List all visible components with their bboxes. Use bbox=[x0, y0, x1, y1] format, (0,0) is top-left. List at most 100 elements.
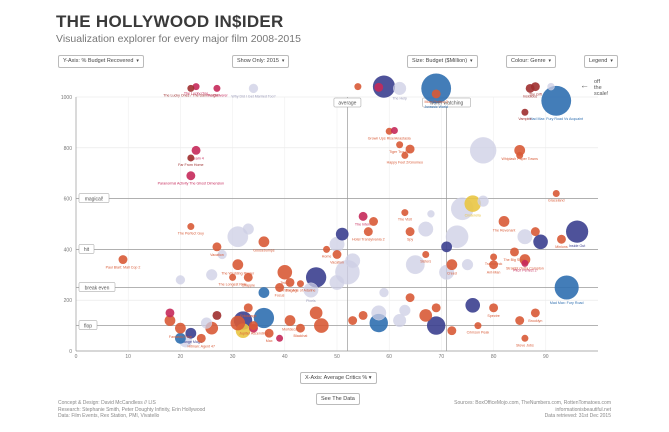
y-tick-label: 0 bbox=[69, 349, 72, 355]
data-point bbox=[187, 84, 195, 92]
data-point bbox=[521, 334, 529, 342]
data-point bbox=[332, 250, 342, 259]
data-point-label: Straight Outta Compton bbox=[506, 266, 544, 270]
data-point-label: Pitch Perfect 2 bbox=[513, 268, 536, 272]
data-point-label: Spy bbox=[407, 238, 413, 242]
data-point bbox=[165, 308, 175, 318]
data-point-label: Brooklyn bbox=[528, 319, 542, 323]
data-point bbox=[566, 220, 589, 243]
data-point-label: The Help bbox=[392, 96, 407, 100]
data-point bbox=[345, 253, 361, 269]
footer-sources: Sources: BoxOfficeMojo.com, TheNumbers.c… bbox=[454, 400, 611, 420]
data-point bbox=[186, 171, 196, 181]
data-point bbox=[258, 287, 270, 298]
colour-select[interactable]: Colour: Genre ▾ bbox=[506, 55, 557, 68]
data-point bbox=[533, 234, 548, 250]
data-point bbox=[445, 225, 469, 248]
data-point bbox=[393, 81, 407, 95]
data-point-label: Fantastic Four bbox=[169, 335, 193, 339]
data-point bbox=[552, 190, 560, 198]
data-point bbox=[510, 247, 519, 257]
data-point bbox=[399, 304, 411, 316]
data-point-label: Tiger Trouble bbox=[389, 150, 410, 154]
data-point-label: Pixels bbox=[306, 299, 316, 303]
data-point bbox=[547, 82, 555, 91]
see-data-button[interactable]: See The Data bbox=[316, 393, 360, 405]
reference-label-box bbox=[78, 282, 116, 292]
data-point bbox=[396, 141, 404, 149]
data-point bbox=[200, 317, 213, 329]
x-tick-label: 40 bbox=[282, 354, 288, 360]
y-axis-select-label: Y-Axis: % Budget Recovered bbox=[63, 58, 134, 64]
data-point-label: Paranormal Activity The Ghost Dimension bbox=[158, 182, 224, 186]
y-tick-label: 1000 bbox=[61, 95, 72, 101]
data-point bbox=[405, 255, 425, 275]
data-point-label: Strange Magic bbox=[179, 340, 202, 344]
data-point bbox=[296, 323, 305, 333]
data-point-label: The Wedding Ringer bbox=[221, 272, 255, 276]
x-tick-label: 80 bbox=[491, 354, 497, 360]
data-point bbox=[422, 250, 430, 258]
reference-label: average bbox=[338, 101, 356, 107]
reference-label: worth watching bbox=[430, 101, 464, 107]
data-point bbox=[232, 259, 244, 271]
data-point bbox=[431, 303, 441, 313]
data-point-label: Jupiter Ascending bbox=[239, 332, 267, 336]
data-point bbox=[175, 275, 186, 285]
chevron-down-icon: ▾ bbox=[470, 58, 473, 64]
data-point-label: Spectre bbox=[487, 314, 499, 318]
data-point bbox=[465, 297, 481, 313]
show-only-select[interactable]: Show Only: 2015 ▾ bbox=[232, 55, 290, 68]
data-point-label: Goosebumps bbox=[253, 249, 275, 253]
data-point bbox=[303, 282, 319, 298]
data-point bbox=[212, 310, 222, 320]
data-point bbox=[243, 272, 253, 282]
data-point-label: Vacation bbox=[330, 260, 344, 264]
data-point-label: Why Did I Get Married Too? bbox=[231, 94, 275, 98]
page-subtitle: Visualization explorer for every major f… bbox=[56, 33, 301, 45]
data-point bbox=[213, 84, 221, 92]
data-point-label: The Deliverer bbox=[206, 93, 228, 97]
data-point bbox=[490, 253, 498, 261]
data-point bbox=[354, 83, 362, 91]
credit-line: Concept & Design: David McCandless // LI… bbox=[58, 400, 156, 406]
data-point bbox=[374, 82, 384, 92]
chevron-down-icon: ▾ bbox=[281, 58, 285, 64]
x-tick-label: 20 bbox=[178, 354, 184, 360]
data-point-label: Blackhat bbox=[294, 334, 308, 338]
data-point-label: The Big Short bbox=[503, 258, 525, 262]
data-point-label: Hotel Transylvania 2 bbox=[352, 238, 385, 242]
credit-line: Research: Stephanie Smith, Peter Doughty… bbox=[58, 406, 206, 413]
data-point-label: Far From Home bbox=[178, 163, 203, 167]
data-point bbox=[164, 315, 176, 326]
data-point-label: Whiplash Paper Towns bbox=[501, 157, 538, 161]
data-point bbox=[557, 234, 566, 244]
x-tick-label: 70 bbox=[439, 354, 445, 360]
data-point-label: Inside Out bbox=[569, 244, 585, 248]
data-point-label: The Revenant bbox=[493, 228, 516, 232]
data-point bbox=[187, 223, 195, 231]
y-axis-select[interactable]: Y-Axis: % Budget Recovered ▾ bbox=[58, 55, 144, 68]
data-point bbox=[405, 144, 415, 154]
data-point-label: Ant-Man bbox=[487, 271, 501, 275]
data-point bbox=[516, 151, 524, 159]
data-point-label: The Lucky Ones / The Dark Knight bbox=[163, 93, 218, 97]
show-only-select-label: Show Only: 2015 bbox=[237, 58, 279, 64]
data-point bbox=[431, 89, 441, 99]
data-point-label: Minions bbox=[555, 245, 568, 249]
data-point bbox=[369, 217, 378, 226]
legend-button[interactable]: Legend ▾ bbox=[584, 55, 618, 68]
x-axis-select[interactable]: X-Axis: Average Critics % ▾ bbox=[300, 372, 377, 384]
size-select-label: Size: Budget ($Million) bbox=[412, 58, 468, 64]
data-point bbox=[541, 85, 572, 116]
data-point bbox=[426, 316, 446, 335]
size-select[interactable]: Size: Budget ($Million) ▾ bbox=[407, 55, 478, 68]
data-point bbox=[305, 267, 327, 288]
data-point-label: Graceland bbox=[548, 199, 565, 203]
data-point-label: Mad Max: Fury Road bbox=[550, 301, 584, 305]
data-point bbox=[446, 259, 458, 271]
data-point-label: Trainwreck bbox=[485, 262, 503, 266]
data-point bbox=[217, 249, 227, 260]
source-line: Data retrieved: 31st Dec 2015 bbox=[544, 413, 611, 419]
